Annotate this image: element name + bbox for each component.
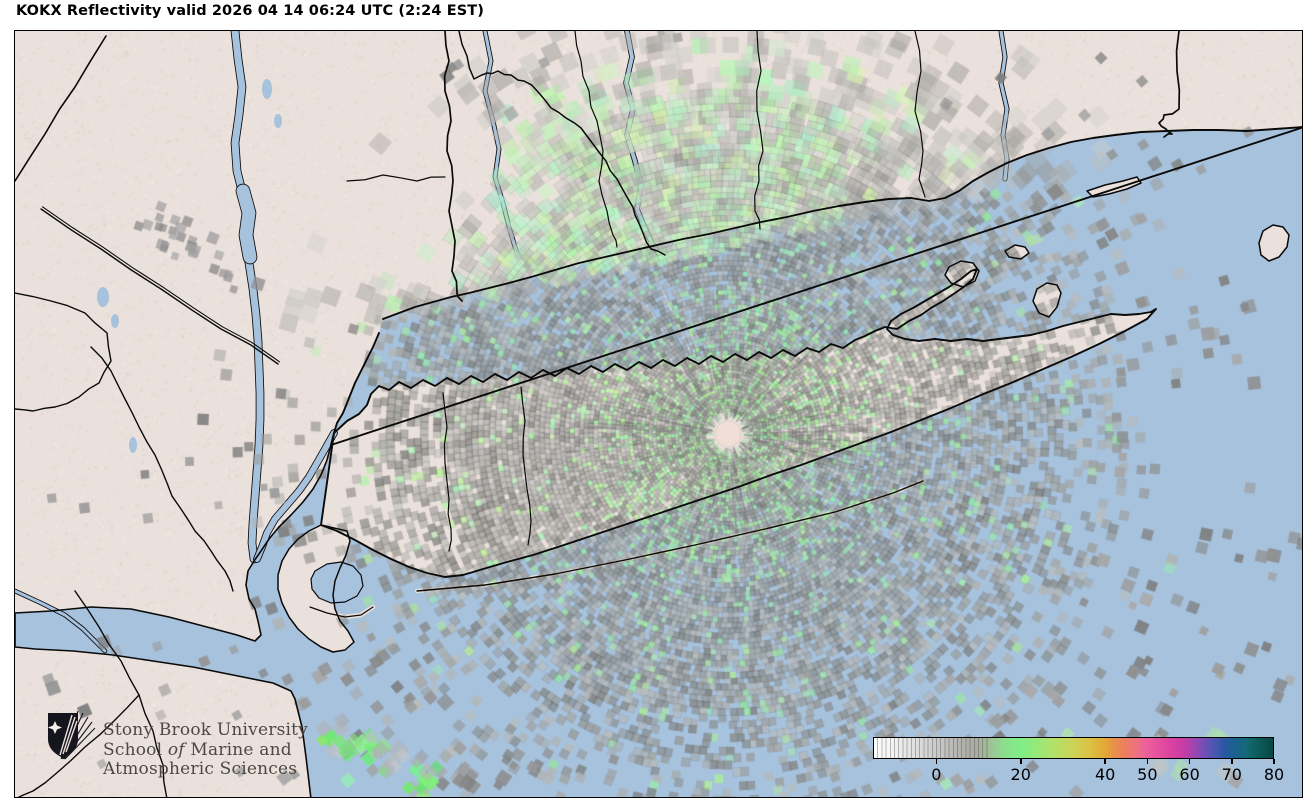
colorbar-tick (1273, 759, 1275, 764)
colorbar-tick (1230, 759, 1233, 764)
colorbar-tick-label: 20 (1010, 765, 1031, 784)
ct-ri-state-line (1158, 31, 1181, 138)
county-line (574, 31, 618, 248)
county-line (914, 31, 926, 198)
colorbar-tick-label: 40 (1094, 765, 1116, 784)
county-line (754, 31, 764, 230)
county-line (15, 35, 107, 182)
shield-stripes (59, 714, 78, 756)
island-outline (944, 260, 980, 288)
county-line (90, 346, 234, 592)
colorbar-tick (1146, 759, 1149, 764)
county-line (520, 386, 532, 546)
county-line (17, 694, 140, 797)
island-outline (1086, 176, 1142, 198)
shield-star-icon (48, 721, 62, 734)
island-outline (1258, 224, 1290, 262)
harbor-coastline (15, 444, 332, 797)
island-outline (1032, 282, 1062, 318)
colorbar-tick (1104, 759, 1106, 764)
reflectivity-colorbar: 0 20 40 50 60 70 80 (873, 737, 1284, 793)
sbu-logo: Stony Brook University School of Marine … (45, 709, 308, 780)
sbu-line2: School of Marine and (103, 739, 292, 760)
county-line (442, 392, 452, 552)
colorbar-tick-label: 0 (931, 765, 942, 784)
county-line (15, 292, 112, 412)
radar-map: Stony Brook University School of Marine … (14, 30, 1303, 798)
colorbar-tick-label: 80 (1263, 765, 1285, 784)
colorbar-tick-label: 70 (1221, 765, 1242, 784)
ny-nj-state-line (41, 206, 281, 363)
ny-nj-state-line (40, 208, 279, 365)
sbu-line1: Stony Brook University (103, 720, 308, 740)
figure-title: KOKX Reflectivity valid 2026 04 14 06:24… (16, 3, 484, 19)
long-island-coastline (320, 268, 1157, 578)
jamaica-bay-outline (310, 561, 364, 604)
colorbar-tick (935, 759, 938, 764)
boundary-layer (15, 31, 1302, 797)
radar-echo-canvas (15, 31, 1302, 797)
sbu-line3: Atmospheric Sciences (103, 759, 298, 779)
colorbar-tick-label: 50 (1137, 765, 1158, 784)
rockaway-line (309, 606, 374, 618)
colorbar-tick (1019, 759, 1022, 764)
colorbar-tick-label: 60 (1179, 765, 1200, 784)
colorbar-gradient (873, 737, 1274, 759)
island-outline (1004, 244, 1030, 260)
county-line (458, 31, 666, 256)
sbu-logo-text: Stony Brook University School of Marine … (103, 720, 308, 780)
colorbar-tick (1188, 759, 1191, 764)
colorbar-bin-stripes (874, 738, 988, 758)
ny-ct-state-line (443, 31, 463, 302)
sbu-shield-icon (48, 710, 96, 760)
barrier-island-line (416, 480, 924, 592)
county-line (346, 174, 446, 182)
ct-coastline (330, 126, 1302, 446)
brooklyn-coastline (277, 524, 355, 653)
